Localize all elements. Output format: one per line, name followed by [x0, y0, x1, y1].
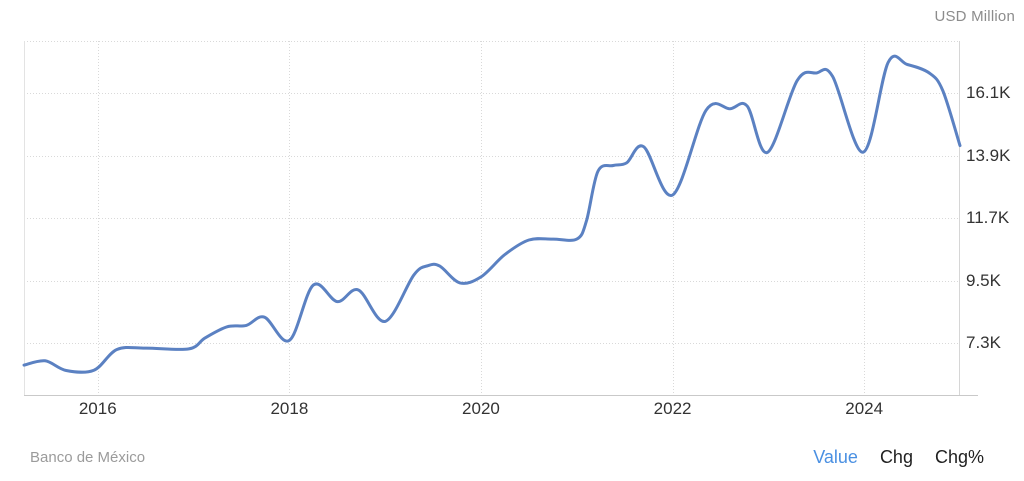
footer-link-value[interactable]: Value — [813, 446, 858, 467]
source-label: Banco de México — [30, 448, 146, 466]
value-line[interactable] — [22, 54, 962, 374]
line-chart[interactable] — [22, 41, 978, 396]
y-tick-label: 11.7K — [966, 208, 1010, 228]
y-tick-label: 16.1K — [966, 83, 1011, 103]
y-tick-label: 13.9K — [966, 145, 1011, 165]
x-tick-label: 2020 — [462, 399, 500, 418]
footer-link-chg[interactable]: Chg — [879, 446, 913, 467]
y-tick-label: 9.5K — [966, 270, 1001, 290]
chart-footer: Banco de México Value Chg Chg% — [0, 444, 1024, 470]
unit-label: USD Million — [934, 8, 1015, 25]
x-tick-label: 2024 — [845, 399, 884, 418]
x-tick-label: 2016 — [78, 399, 117, 418]
footer-links: Value Chg Chg% — [813, 447, 1024, 468]
y-tick-label: 7.3K — [966, 332, 1001, 352]
x-tick-label: 2018 — [270, 399, 309, 418]
footer-link-chg[interactable]: Chg% — [934, 446, 984, 467]
x-tick-label: 2022 — [653, 399, 692, 418]
plot-area[interactable] — [22, 41, 978, 396]
